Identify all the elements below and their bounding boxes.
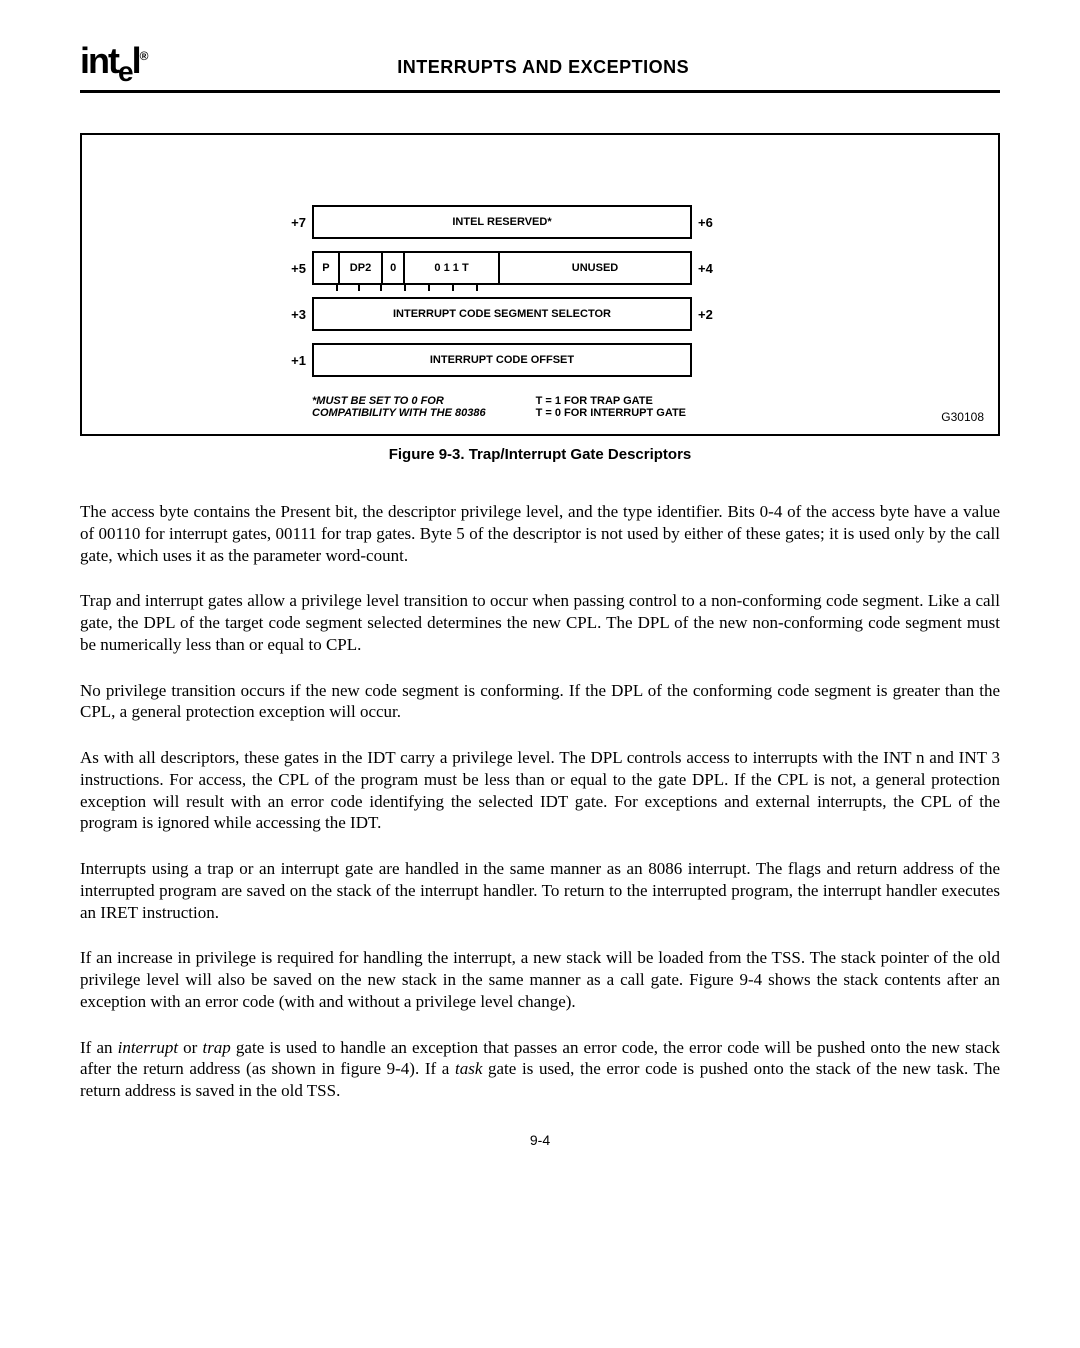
descriptor-cell: UNUSED xyxy=(500,253,690,283)
offset-label-left: +3 xyxy=(112,297,312,331)
figure-container: +7INTEL RESERVED*+6+5PDP200 1 1 TUNUSED+… xyxy=(80,133,1000,436)
body-paragraph: If an interrupt or trap gate is used to … xyxy=(80,1037,1000,1102)
body-paragraph: No privilege transition occurs if the ne… xyxy=(80,680,1000,724)
gate-descriptor-diagram: +7INTEL RESERVED*+6+5PDP200 1 1 TUNUSED+… xyxy=(112,205,968,377)
offset-label-left: +7 xyxy=(112,205,312,239)
descriptor-cell: P xyxy=(314,253,340,283)
descriptor-cell: DP2 xyxy=(340,253,384,283)
offset-label-right: +4 xyxy=(692,251,752,285)
italic-text: task xyxy=(455,1059,482,1078)
italic-text: interrupt xyxy=(118,1038,178,1057)
descriptor-cell: INTERRUPT CODE SEGMENT SELECTOR xyxy=(314,299,690,329)
descriptor-cells: INTERRUPT CODE SEGMENT SELECTOR xyxy=(312,297,692,331)
body-paragraph: As with all descriptors, these gates in … xyxy=(80,747,1000,834)
descriptor-cell: INTEL RESERVED* xyxy=(314,207,690,237)
note-reserved: *MUST BE SET TO 0 FOR COMPATIBILITY WITH… xyxy=(312,395,486,419)
figure-id: G30108 xyxy=(941,410,984,424)
note-line: T = 1 FOR TRAP GATE xyxy=(536,395,686,407)
note-line: COMPATIBILITY WITH THE 80386 xyxy=(312,407,486,419)
figure-notes: *MUST BE SET TO 0 FOR COMPATIBILITY WITH… xyxy=(312,395,968,419)
offset-label-left: +1 xyxy=(112,343,312,377)
page-number: 9-4 xyxy=(80,1132,1000,1148)
offset-label-right xyxy=(692,343,752,377)
descriptor-cells: INTERRUPT CODE OFFSET xyxy=(312,343,692,377)
body-paragraph: Interrupts using a trap or an interrupt … xyxy=(80,858,1000,923)
offset-label-left: +5 xyxy=(112,251,312,285)
figure-caption: Figure 9-3. Trap/Interrupt Gate Descript… xyxy=(80,446,1000,463)
descriptor-cells: INTEL RESERVED* xyxy=(312,205,692,239)
italic-text: trap xyxy=(202,1038,230,1057)
note-t-bit: T = 1 FOR TRAP GATE T = 0 FOR INTERRUPT … xyxy=(536,395,686,419)
body-paragraph: If an increase in privilege is required … xyxy=(80,947,1000,1012)
descriptor-cell: 0 xyxy=(383,253,405,283)
descriptor-cell: INTERRUPT CODE OFFSET xyxy=(314,345,690,375)
descriptor-row: +5PDP200 1 1 TUNUSED+4 xyxy=(112,251,968,285)
body-paragraph: The access byte contains the Present bit… xyxy=(80,501,1000,566)
chapter-title: INTERRUPTS AND EXCEPTIONS xyxy=(86,57,1000,78)
page-header: intel® INTERRUPTS AND EXCEPTIONS xyxy=(80,40,1000,93)
offset-label-right: +6 xyxy=(692,205,752,239)
offset-label-right: +2 xyxy=(692,297,752,331)
descriptor-row: +3INTERRUPT CODE SEGMENT SELECTOR+2 xyxy=(112,297,968,331)
text: If an xyxy=(80,1038,118,1057)
note-line: T = 0 FOR INTERRUPT GATE xyxy=(536,407,686,419)
note-line: *MUST BE SET TO 0 FOR xyxy=(312,395,486,407)
descriptor-row: +7INTEL RESERVED*+6 xyxy=(112,205,968,239)
bit-ticks xyxy=(312,285,692,291)
body-paragraph: Trap and interrupt gates allow a privile… xyxy=(80,590,1000,655)
descriptor-cells: PDP200 1 1 TUNUSED xyxy=(312,251,692,285)
descriptor-row: +1INTERRUPT CODE OFFSET xyxy=(112,343,968,377)
text: or xyxy=(178,1038,202,1057)
descriptor-cell: 0 1 1 T xyxy=(405,253,500,283)
